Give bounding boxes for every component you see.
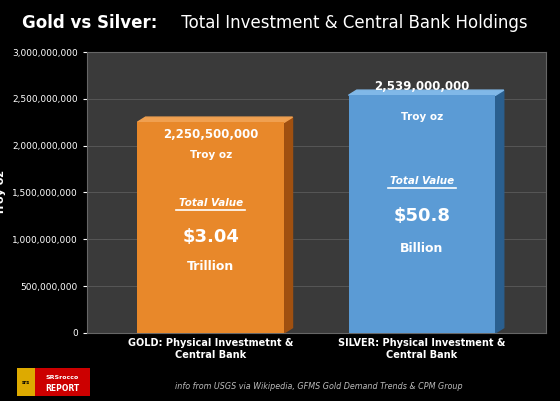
Text: 2,539,000,000: 2,539,000,000 bbox=[374, 80, 470, 93]
Polygon shape bbox=[496, 90, 504, 333]
Text: Total Investment & Central Bank Holdings: Total Investment & Central Bank Holdings bbox=[176, 14, 528, 32]
Text: Trillion: Trillion bbox=[187, 260, 235, 273]
Text: $50.8: $50.8 bbox=[394, 207, 450, 225]
Text: 2,250,500,000: 2,250,500,000 bbox=[163, 128, 259, 140]
Text: REPORT: REPORT bbox=[45, 384, 80, 393]
Text: Total Value: Total Value bbox=[179, 198, 243, 209]
Text: Troy oz: Troy oz bbox=[190, 150, 232, 160]
Text: Troy oz: Troy oz bbox=[401, 111, 443, 122]
Text: Gold vs Silver:: Gold vs Silver: bbox=[22, 14, 158, 32]
Y-axis label: Troy oz: Troy oz bbox=[0, 170, 7, 215]
Polygon shape bbox=[348, 90, 504, 95]
Text: SRSrocco: SRSrocco bbox=[46, 375, 79, 380]
Text: srs: srs bbox=[22, 380, 30, 385]
Text: $3.04: $3.04 bbox=[183, 228, 239, 246]
Bar bbox=[17, 368, 35, 396]
Text: info from USGS via Wikipedia, GFMS Gold Demand Trends & CPM Group: info from USGS via Wikipedia, GFMS Gold … bbox=[175, 382, 463, 391]
Polygon shape bbox=[137, 117, 292, 122]
Text: Total Value: Total Value bbox=[390, 176, 454, 186]
Bar bbox=[137, 122, 284, 333]
Polygon shape bbox=[284, 117, 292, 333]
Text: Billion: Billion bbox=[400, 242, 444, 255]
Bar bbox=[348, 95, 496, 333]
